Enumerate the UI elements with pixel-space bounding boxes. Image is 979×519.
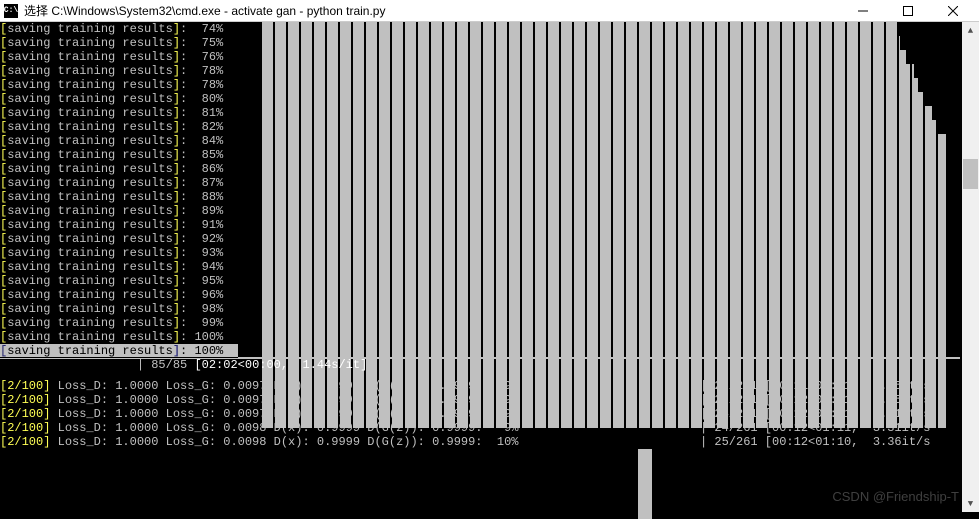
mini-progress-bar (638, 463, 652, 477)
progress-summary-line: | 85/85 [02:02<00:00, 1.44s/it] (0, 358, 960, 372)
saving-line: [saving training results]: 95% (0, 274, 960, 288)
saving-line: [saving training results]: 96% (0, 288, 960, 302)
divider (0, 358, 960, 359)
scroll-track[interactable] (962, 39, 979, 495)
saving-line: [saving training results]: 92% (0, 232, 960, 246)
iter-line-right: | 24/261 [00:12<01:11, 3.31it/s (700, 421, 930, 435)
saving-line: [saving training results]: 85% (0, 148, 960, 162)
saving-line: [saving training results]: 89% (0, 204, 960, 218)
saving-line: [saving training results]: 78% (0, 78, 960, 92)
saving-line: [saving training results]: 100% (0, 330, 960, 344)
saving-line: [saving training results]: 91% (0, 218, 960, 232)
close-button[interactable] (930, 0, 975, 22)
saving-line: [saving training results]: 93% (0, 246, 960, 260)
iter-line-right: | 23/261 [00:12<01:11, 3.35it/s (700, 393, 930, 407)
saving-line: [saving training results]: 78% (0, 64, 960, 78)
saving-line: [saving training results]: 75% (0, 36, 960, 50)
window-title: 选择 C:\Windows\System32\cmd.exe - activat… (24, 2, 840, 19)
saving-line: [saving training results]: 99% (0, 316, 960, 330)
saving-line: [saving training results]: 76% (0, 50, 960, 64)
terminal-lines: [saving training results]: 74%[saving tr… (0, 22, 960, 372)
cmd-icon: C:\ (4, 4, 18, 18)
scroll-thumb[interactable] (963, 159, 978, 189)
terminal-viewport[interactable]: [saving training results]: 74%[saving tr… (0, 22, 979, 512)
iter-line-right: | 25/261 [00:12<01:10, 3.36it/s (700, 435, 930, 449)
saving-line: [saving training results]: 88% (0, 190, 960, 204)
mini-progress-bar (638, 505, 652, 519)
vertical-scrollbar[interactable]: ▲ ▼ (962, 22, 979, 512)
scroll-up-arrow[interactable]: ▲ (962, 22, 979, 39)
saving-line: [saving training results]: 82% (0, 120, 960, 134)
saving-line: [saving training results]: 81% (0, 106, 960, 120)
watermark-text: CSDN @Friendship-T (832, 489, 959, 504)
cmd-icon-label: C:\ (4, 6, 18, 15)
scroll-down-arrow[interactable]: ▼ (962, 495, 979, 512)
iter-line-right: | 23/261 [00:11<01:11, 3.35it/s (700, 379, 930, 393)
saving-line: [saving training results]: 87% (0, 176, 960, 190)
window-titlebar: C:\ 选择 C:\Windows\System32\cmd.exe - act… (0, 0, 979, 22)
selected-line-highlight (0, 344, 238, 358)
saving-line: [saving training results]: 84% (0, 134, 960, 148)
maximize-button[interactable] (885, 0, 930, 22)
mini-progress-bar (638, 449, 652, 463)
saving-line: [saving training results]: 98% (0, 302, 960, 316)
minimize-button[interactable] (840, 0, 885, 22)
mini-progress-bar (638, 491, 652, 505)
mini-progress-bar (638, 477, 652, 491)
saving-line: [saving training results]: 74% (0, 22, 960, 36)
saving-line: [saving training results]: 86% (0, 162, 960, 176)
iter-line-right: | 24/261 [00:12<01:11, 3.31it/s (700, 407, 930, 421)
saving-line: [saving training results]: 94% (0, 260, 960, 274)
window-controls (840, 0, 975, 22)
saving-line: [saving training results]: 80% (0, 92, 960, 106)
